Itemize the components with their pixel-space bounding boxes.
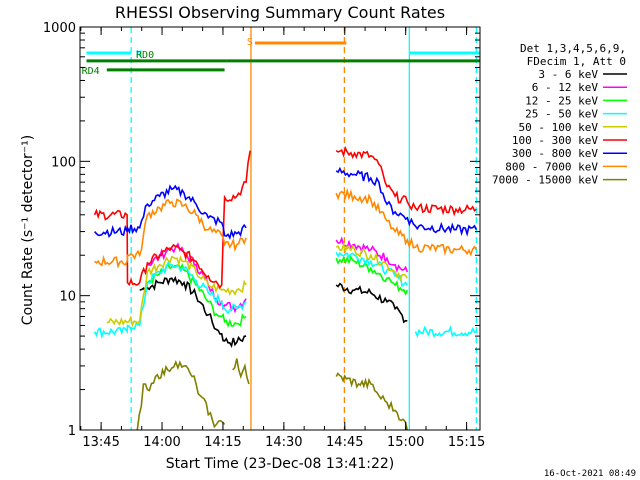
legend-label-2: 12 - 25 keV bbox=[525, 94, 598, 107]
series-line-5 bbox=[93, 145, 477, 290]
legend-label-6: 300 - 800 keV bbox=[512, 147, 598, 160]
state-label-n: N bbox=[136, 49, 142, 60]
y-tick-label-2: 100 bbox=[51, 155, 76, 170]
x-axis-label: Start Time (23-Dec-08 13:41:22) bbox=[166, 456, 394, 472]
y-axis-label: Count Rate (s⁻¹ detector⁻¹) bbox=[20, 135, 36, 325]
series-line-6 bbox=[94, 166, 478, 240]
generation-timestamp: 16-Oct-2021 08:49 bbox=[544, 469, 636, 479]
x-axis: 13:45 14:00 14:15 14:30 14:45 15:00 15:15 bbox=[80, 27, 485, 450]
legend-label-8: 7000 - 15000 keV bbox=[492, 174, 598, 187]
legend-label-5: 100 - 300 keV bbox=[512, 134, 598, 147]
series-line-0 bbox=[139, 275, 408, 348]
state-label-rd0: RD0 bbox=[136, 50, 154, 61]
state-label-rd4: RD4 bbox=[82, 66, 100, 77]
series-line-8 bbox=[136, 358, 409, 431]
x-tick-label-5: 15:00 bbox=[387, 435, 424, 450]
series-line-1 bbox=[147, 236, 409, 314]
x-tick-label-6: 15:15 bbox=[448, 435, 485, 450]
x-tick-label-3: 14:30 bbox=[265, 435, 302, 450]
plot-frame bbox=[79, 26, 481, 431]
legend-label-1: 6 - 12 keV bbox=[532, 81, 599, 94]
x-tick-label-1: 14:00 bbox=[143, 435, 180, 450]
legend-header-1: FDecim 1, Att 0 bbox=[527, 55, 626, 68]
legend-label-7: 800 - 7000 keV bbox=[505, 160, 598, 173]
y-tick-label-1: 10 bbox=[59, 290, 76, 305]
legend-header-0: Det 1,3,4,5,6,9, bbox=[520, 42, 626, 55]
x-tick-label-2: 14:15 bbox=[204, 435, 241, 450]
legend-label-3: 25 - 50 keV bbox=[525, 108, 598, 121]
legend: Det 1,3,4,5,6,9,FDecim 1, Att 03 - 6 keV… bbox=[492, 42, 627, 187]
x-tick-label-0: 13:45 bbox=[82, 435, 119, 450]
y-tick-label-0: 1 bbox=[68, 424, 76, 439]
legend-label-4: 50 - 100 keV bbox=[519, 121, 599, 134]
x-tick-label-4: 14:45 bbox=[326, 435, 363, 450]
y-tick-label-3: 1000 bbox=[43, 21, 76, 36]
y-axis: 1 10 100 1000 bbox=[43, 21, 480, 439]
series-line-4 bbox=[106, 241, 408, 328]
series-line-7 bbox=[94, 187, 477, 269]
series-layer bbox=[93, 145, 478, 431]
legend-label-0: 3 - 6 keV bbox=[538, 68, 598, 81]
chart-title: RHESSI Observing Summary Count Rates bbox=[115, 3, 445, 22]
state-label-s: S bbox=[247, 37, 253, 48]
